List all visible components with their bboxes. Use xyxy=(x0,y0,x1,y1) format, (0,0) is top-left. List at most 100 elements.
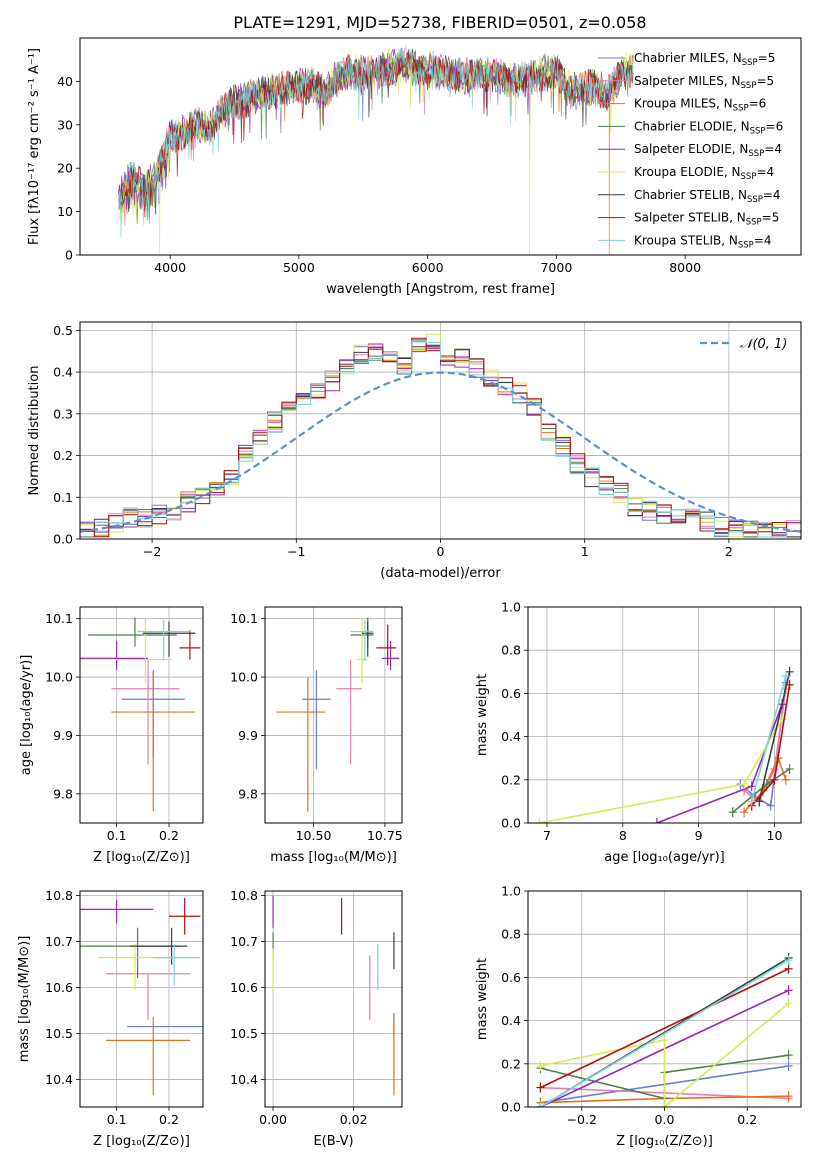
massweight-series-5 xyxy=(652,699,787,823)
x-tick-label: 10.50 xyxy=(296,828,332,843)
axes-frame xyxy=(264,890,403,1108)
spectrum-line-9 xyxy=(118,47,634,238)
spectrum-line-7 xyxy=(118,48,634,215)
y-tick-label: 0.4 xyxy=(501,1013,521,1028)
axes-frame xyxy=(79,606,204,824)
y-tick-label: 40 xyxy=(57,74,73,89)
errorbar-point-9 xyxy=(350,619,374,661)
plot-area xyxy=(80,897,203,1096)
x-axis-label: wavelength [Angstrom, rest frame] xyxy=(326,282,555,297)
y-tick-label: 0.3 xyxy=(53,406,73,421)
series-line xyxy=(539,959,790,1107)
errorbar-point-5 xyxy=(382,640,400,671)
errorbar-point-1 xyxy=(302,670,331,770)
errorbar-point-7 xyxy=(142,621,196,657)
x-tick-label: 0.00 xyxy=(259,1112,287,1127)
x-tick-label: 4000 xyxy=(154,260,186,275)
series-line xyxy=(540,968,789,1089)
plot-area xyxy=(118,45,634,255)
x-tick-label: −2 xyxy=(143,544,161,559)
x-tick-label: 2 xyxy=(725,544,733,559)
errorbar-point-2 xyxy=(336,659,363,765)
legend-label: Kroupa ELODIE, NSSP=4 xyxy=(634,165,774,182)
axes-frame xyxy=(79,890,204,1108)
y-tick-label: 0.4 xyxy=(501,729,521,744)
y-tick-label: 10.8 xyxy=(230,888,258,903)
errorbar-point-8 xyxy=(376,624,397,666)
errorbar-point-7 xyxy=(362,621,374,657)
legend-label: Chabrier ELODIE, NSSP=6 xyxy=(634,119,783,136)
y-tick-label: 20 xyxy=(57,161,73,176)
massweight-series-6 xyxy=(535,714,787,823)
massweight-series-9 xyxy=(747,671,790,807)
y-tick-label: 0.8 xyxy=(501,927,521,942)
x-tick-label: 0.1 xyxy=(107,1112,127,1127)
y-tick-label: 0.1 xyxy=(53,490,73,505)
legend-label: Salpeter ELODIE, NSSP=4 xyxy=(634,142,782,159)
y-tick-label: 10 xyxy=(57,204,73,219)
panel-mass_vs_z: 0.1 0.2 10.4 10.5 10.6 10.7 10.8 Z [log₁₀(Z/Z⊙)… xyxy=(17,888,204,1149)
errorbar-point-9 xyxy=(153,943,201,986)
x-axis-label: Z [log₁₀(Z/Z⊙)] xyxy=(93,1134,190,1149)
y-tick-label: 0.2 xyxy=(501,1056,521,1071)
x-tick-label: 0.2 xyxy=(159,1112,179,1127)
x-tick-label: −1 xyxy=(287,544,305,559)
x-axis-label: Z [log₁₀(Z/Z⊙)] xyxy=(93,850,190,865)
y-tick-label: 10.1 xyxy=(230,611,258,626)
y-tick-label: 30 xyxy=(57,117,73,132)
y-tick-label: 10.4 xyxy=(45,1072,73,1087)
y-tick-label: 0.0 xyxy=(501,816,521,831)
legend-label: Salpeter STELIB, NSSP=5 xyxy=(634,211,779,228)
panel-spectrum: 4000 5000 6000 7000 8000 0 10 20 30 40 wavelength … xyxy=(27,37,802,297)
normal-curve xyxy=(80,371,801,533)
y-tick-label: 10.5 xyxy=(45,1026,73,1041)
legend-label: Chabrier MILES, NSSP=5 xyxy=(634,51,775,68)
x-tick-label: 6000 xyxy=(412,260,444,275)
y-tick-label: 10.4 xyxy=(230,1072,258,1087)
panel-massweight_vs_z: −0.2 0.0 0.2 0.0 0.2 0.4 0.6 0.8 1.0 Z [log₁₀(Z/Z… xyxy=(475,884,802,1149)
series-line xyxy=(758,671,791,802)
y-tick-label: 10.1 xyxy=(45,611,73,626)
plot-area xyxy=(536,952,793,1107)
x-tick-label: 0 xyxy=(437,544,445,559)
x-axis-label: mass [log₁₀(M/M⊙)] xyxy=(270,850,397,865)
massweight-series-6 xyxy=(536,998,793,1107)
y-axis-label: Flux [fλ10⁻¹⁷ erg cm⁻² s⁻¹ A⁻¹] xyxy=(27,48,42,245)
series-line xyxy=(540,1002,790,1107)
x-tick-label: 10.75 xyxy=(367,828,403,843)
plot-area xyxy=(272,895,395,1096)
errorbar-point-3 xyxy=(106,1017,190,1096)
y-axis-label: age [log₁₀(age/yr)] xyxy=(19,655,34,776)
y-tick-label: 0.0 xyxy=(53,532,73,547)
panel-residuals: −2 −1 0 1 2 0.0 0.1 0.2 0.3 0.4 0.5 (data-model)/er… xyxy=(27,321,802,581)
x-tick-label: 0.1 xyxy=(107,828,127,843)
massweight-series-9 xyxy=(536,955,793,1107)
errorbar-point-6 xyxy=(356,618,368,683)
plot-area xyxy=(80,333,801,538)
series-line xyxy=(656,703,783,823)
axes-frame xyxy=(264,606,403,824)
x-tick-label: 0.2 xyxy=(159,828,179,843)
y-tick-label: 0.6 xyxy=(501,686,521,701)
x-tick-label: 9 xyxy=(695,828,703,843)
x-tick-label: 7000 xyxy=(540,260,572,275)
x-tick-label: 0.0 xyxy=(655,1112,675,1127)
x-tick-label: 10 xyxy=(767,828,783,843)
y-axis-label: mass weight xyxy=(475,674,490,756)
x-tick-label: 0.02 xyxy=(340,1112,368,1127)
spectrum-line-4 xyxy=(118,48,634,224)
x-tick-label: 7 xyxy=(543,828,551,843)
errorbar-point-4 xyxy=(87,617,177,647)
panel-mass_vs_ebv: 0.00 0.02 10.4 10.5 10.6 10.7 10.8 E(B-V) xyxy=(230,888,403,1149)
series-line xyxy=(539,718,783,823)
y-tick-label: 10.7 xyxy=(45,934,73,949)
legend-label: Kroupa MILES, NSSP=6 xyxy=(634,97,766,114)
errorbar-point-5 xyxy=(80,900,154,924)
massweight-series-8 xyxy=(536,963,793,1093)
y-tick-label: 10.6 xyxy=(45,980,73,995)
x-tick-label: 8 xyxy=(619,828,627,843)
panel-age_vs_mass: 10.50 10.75 9.8 9.9 10.0 10.1 mass [log₁₀(M/M⊙… xyxy=(230,606,403,865)
x-axis-label: E(B-V) xyxy=(313,1134,353,1149)
y-tick-label: 9.9 xyxy=(53,728,73,743)
